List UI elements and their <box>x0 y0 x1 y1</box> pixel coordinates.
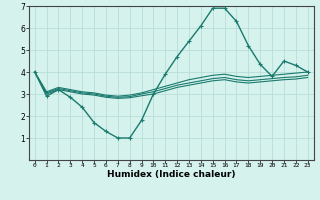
X-axis label: Humidex (Indice chaleur): Humidex (Indice chaleur) <box>107 170 236 179</box>
